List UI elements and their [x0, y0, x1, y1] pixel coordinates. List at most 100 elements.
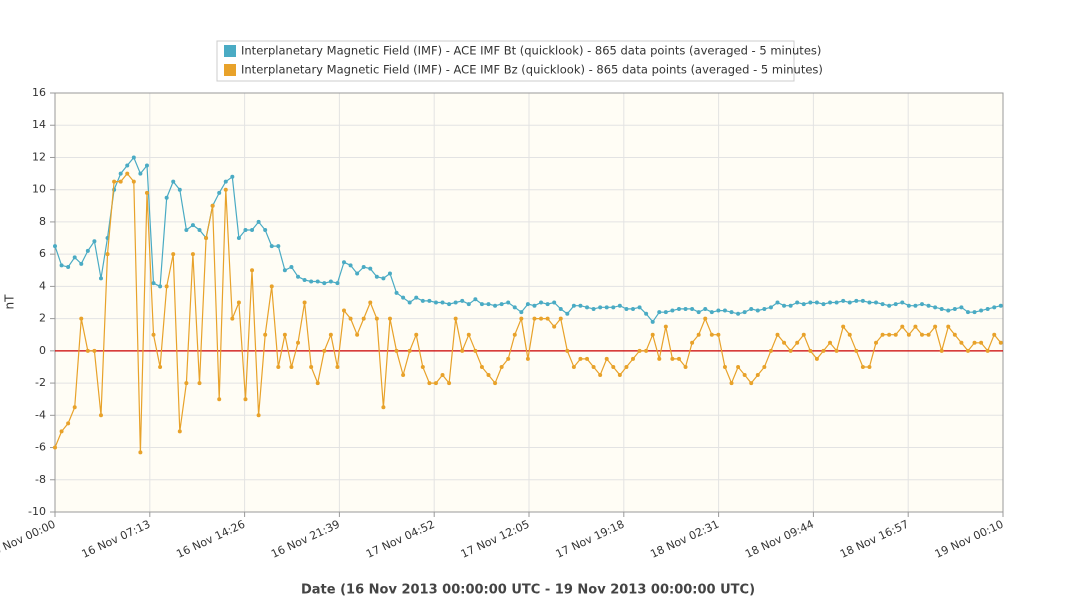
data-point	[204, 236, 209, 241]
y-tick-label: 2	[39, 312, 46, 325]
data-point	[565, 348, 570, 353]
data-point	[184, 381, 189, 386]
data-point	[736, 311, 741, 316]
data-point	[512, 332, 517, 337]
data-point	[624, 306, 629, 311]
data-point	[906, 332, 911, 337]
data-point	[355, 332, 360, 337]
data-point	[381, 405, 386, 410]
data-point	[453, 300, 458, 305]
data-point	[131, 179, 136, 184]
data-point	[85, 248, 90, 253]
data-point	[217, 397, 222, 402]
data-point	[230, 316, 235, 321]
x-tick-label: 17 Nov 12:05	[459, 518, 532, 561]
data-point	[519, 310, 524, 315]
data-point	[696, 310, 701, 315]
data-point	[243, 397, 248, 402]
data-point	[263, 332, 268, 337]
data-point	[690, 306, 695, 311]
data-point	[250, 227, 255, 232]
data-point	[348, 316, 353, 321]
data-point	[512, 305, 517, 310]
data-point	[217, 190, 222, 195]
data-point	[972, 340, 977, 345]
legend-swatch	[224, 45, 236, 57]
data-point	[256, 413, 261, 418]
data-point	[59, 263, 64, 268]
data-point	[972, 310, 977, 315]
data-point	[374, 316, 379, 321]
data-point	[164, 284, 169, 289]
legend	[216, 40, 795, 82]
data-point	[578, 356, 583, 361]
data-point	[696, 332, 701, 337]
data-point	[663, 310, 668, 315]
data-point	[381, 276, 386, 281]
data-point	[847, 332, 852, 337]
data-point	[768, 348, 773, 353]
data-point	[630, 356, 635, 361]
data-point	[138, 171, 143, 176]
data-point	[893, 302, 898, 307]
y-tick-label: -10	[28, 505, 46, 518]
y-tick-label: 10	[32, 183, 46, 196]
data-point	[460, 298, 465, 303]
data-point	[112, 179, 117, 184]
data-point	[276, 364, 281, 369]
x-tick-label: 17 Nov 19:18	[554, 518, 627, 561]
data-point	[66, 265, 71, 270]
data-point	[532, 316, 537, 321]
data-point	[808, 348, 813, 353]
data-point	[834, 348, 839, 353]
data-point	[453, 316, 458, 321]
data-point	[545, 316, 550, 321]
data-point	[427, 381, 432, 386]
data-point	[828, 340, 833, 345]
data-point	[479, 302, 484, 307]
data-point	[92, 239, 97, 244]
data-point	[946, 308, 951, 313]
data-point	[118, 171, 123, 176]
data-point	[611, 305, 616, 310]
data-point	[880, 302, 885, 307]
data-point	[644, 348, 649, 353]
data-point	[979, 340, 984, 345]
data-point	[79, 261, 84, 266]
data-point	[341, 308, 346, 313]
data-point	[269, 284, 274, 289]
data-point	[53, 244, 57, 249]
data-point	[151, 281, 156, 286]
data-point	[309, 364, 314, 369]
data-point	[177, 429, 182, 434]
data-point	[867, 364, 872, 369]
data-point	[749, 381, 754, 386]
data-point	[919, 332, 924, 337]
data-point	[519, 316, 524, 321]
data-point	[158, 364, 163, 369]
data-point	[466, 332, 471, 337]
y-tick-label: 8	[39, 215, 46, 228]
data-point	[887, 303, 892, 308]
y-tick-label: 0	[39, 344, 46, 357]
data-point	[847, 300, 852, 305]
data-point	[158, 284, 163, 289]
data-point	[125, 171, 130, 176]
data-point	[585, 356, 590, 361]
data-point	[768, 305, 773, 310]
x-tick-label: 16 Nov 21:39	[269, 518, 342, 561]
data-point	[729, 310, 734, 315]
legend-label: Interplanetary Magnetic Field (IMF) - AC…	[241, 44, 821, 58]
data-point	[565, 311, 570, 316]
data-point	[387, 316, 392, 321]
data-point	[755, 308, 760, 313]
data-point	[401, 295, 406, 300]
data-point	[729, 381, 734, 386]
data-point	[85, 348, 90, 353]
x-tick-label: 19 Nov 00:10	[933, 518, 1006, 561]
data-point	[591, 364, 596, 369]
data-point	[539, 300, 544, 305]
data-point	[190, 223, 195, 228]
data-point	[105, 252, 110, 257]
